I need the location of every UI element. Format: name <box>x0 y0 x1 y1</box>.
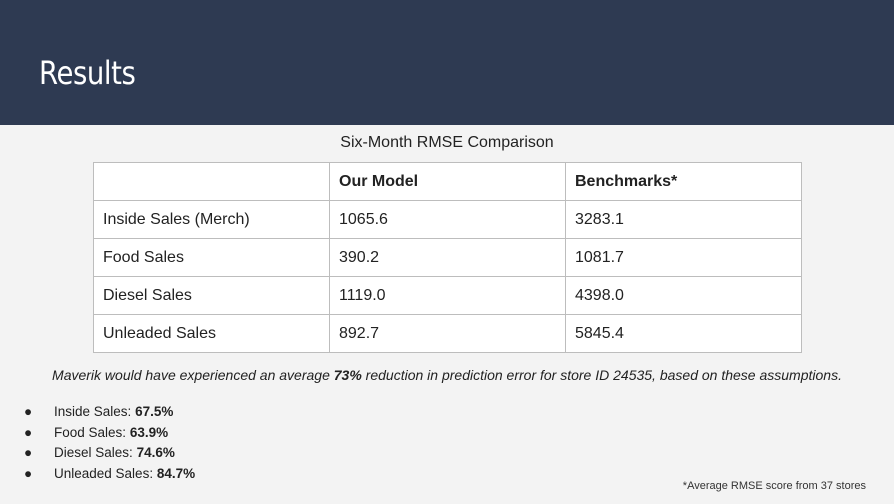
reduction-bullet-list: ● Inside Sales: 67.5% ● Food Sales: 63.9… <box>24 402 195 484</box>
benchmark-value: 1081.7 <box>565 238 802 277</box>
row-label: Unleaded Sales <box>93 314 330 353</box>
bullet-label: Food Sales: <box>54 424 127 440</box>
list-item: ● Food Sales: 63.9% <box>24 423 195 444</box>
summary-highlight: 73% <box>333 367 362 383</box>
list-item: ● Unleaded Sales: 84.7% <box>24 464 195 485</box>
benchmark-value: 3283.1 <box>565 200 802 239</box>
table-header-benchmarks: Benchmarks* <box>565 162 802 201</box>
bullet-dot-icon: ● <box>24 445 33 460</box>
benchmark-value: 5845.4 <box>565 314 802 353</box>
our-model-value: 1119.0 <box>329 276 566 315</box>
footnote: *Average RMSE score from 37 stores <box>682 480 866 492</box>
slide-header: Results <box>0 0 894 125</box>
our-model-value: 1065.6 <box>329 200 566 239</box>
table-row: Inside Sales (Merch) 1065.6 3283.1 <box>93 200 802 239</box>
bullet-label: Diesel Sales: <box>54 445 133 460</box>
bullet-dot-icon: ● <box>24 424 33 440</box>
bullet-value: 63.9% <box>129 424 169 440</box>
bullet-dot-icon: ● <box>24 404 33 419</box>
bullet-label: Unleaded Sales: <box>54 465 154 481</box>
table-row: Unleaded Sales 892.7 5845.4 <box>93 314 802 353</box>
list-item: ● Diesel Sales: 74.6% <box>24 443 195 464</box>
benchmark-value: 4398.0 <box>565 276 802 315</box>
row-label: Food Sales <box>93 238 330 277</box>
table-title: Six-Month RMSE Comparison <box>340 134 554 151</box>
list-item: ● Inside Sales: 67.5% <box>24 402 195 423</box>
row-label: Diesel Sales <box>93 276 330 315</box>
our-model-value: 390.2 <box>329 238 566 277</box>
summary-statement: Maverik would have experienced an averag… <box>0 367 894 383</box>
summary-text-before: Maverik would have experienced an averag… <box>52 367 334 383</box>
bullet-value: 84.7% <box>156 465 196 481</box>
table-header-row: Our Model Benchmarks* <box>93 162 802 201</box>
table-header-our-model: Our Model <box>329 162 566 201</box>
row-label: Inside Sales (Merch) <box>93 200 330 239</box>
rmse-comparison-table: Our Model Benchmarks* Inside Sales (Merc… <box>93 162 802 353</box>
slide-title: Results <box>39 54 136 92</box>
table-row: Diesel Sales 1119.0 4398.0 <box>93 276 802 315</box>
summary-text-after: reduction in prediction error for store … <box>361 367 842 383</box>
bullet-value: 74.6% <box>136 445 175 460</box>
table-row: Food Sales 390.2 1081.7 <box>93 238 802 277</box>
bullet-label: Inside Sales: <box>54 404 132 419</box>
bullet-dot-icon: ● <box>24 465 33 481</box>
table-header-cell <box>93 162 330 201</box>
bullet-value: 67.5% <box>135 404 174 419</box>
our-model-value: 892.7 <box>329 314 566 353</box>
